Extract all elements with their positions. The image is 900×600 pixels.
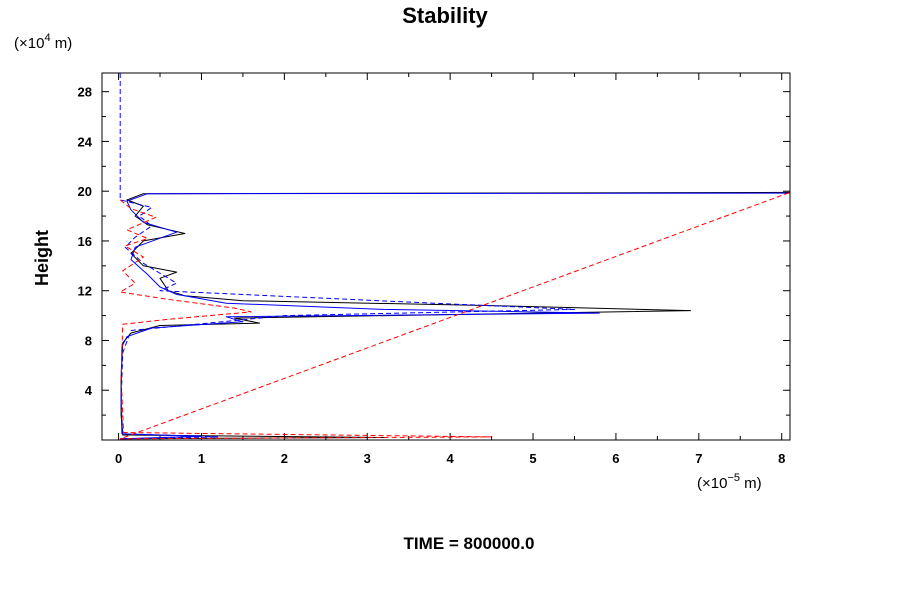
x-tick-label: 3 [364, 451, 371, 466]
y-tick-labels: 4 8 12 16 20 24 28 [78, 85, 93, 399]
y-tick-label: 12 [78, 284, 92, 299]
x-tick-label: 4 [447, 451, 455, 466]
x-tick-label: 7 [695, 451, 702, 466]
y-tick-label: 28 [78, 85, 92, 100]
y-axis-label: Height [32, 230, 52, 286]
series-layer [119, 73, 791, 440]
y-tick-label: 20 [78, 184, 92, 199]
x-axis-unit: (×10−5 m) [697, 472, 762, 492]
axis-ticks [102, 73, 790, 440]
x-tick-label: 8 [778, 451, 785, 466]
y-axis-unit: (×104 m) [14, 32, 72, 52]
x-tick-label: 5 [529, 451, 536, 466]
y-tick-label: 16 [78, 234, 92, 249]
series-line-2 [120, 192, 791, 440]
series-line-3 [119, 73, 575, 440]
time-label: TIME = 800000.0 [404, 534, 535, 553]
y-tick-label: 8 [85, 333, 92, 348]
series-line-4 [119, 191, 791, 440]
x-tick-label: 1 [198, 451, 205, 466]
x-tick-labels: 0 1 2 3 4 5 6 7 8 [115, 451, 785, 466]
y-tick-label: 4 [85, 383, 93, 398]
chart-title: Stability [402, 3, 488, 28]
y-tick-label: 24 [78, 134, 93, 149]
x-tick-label: 0 [115, 451, 122, 466]
x-tick-label: 2 [281, 451, 288, 466]
plot-area [101, 72, 791, 441]
x-tick-label: 6 [612, 451, 619, 466]
